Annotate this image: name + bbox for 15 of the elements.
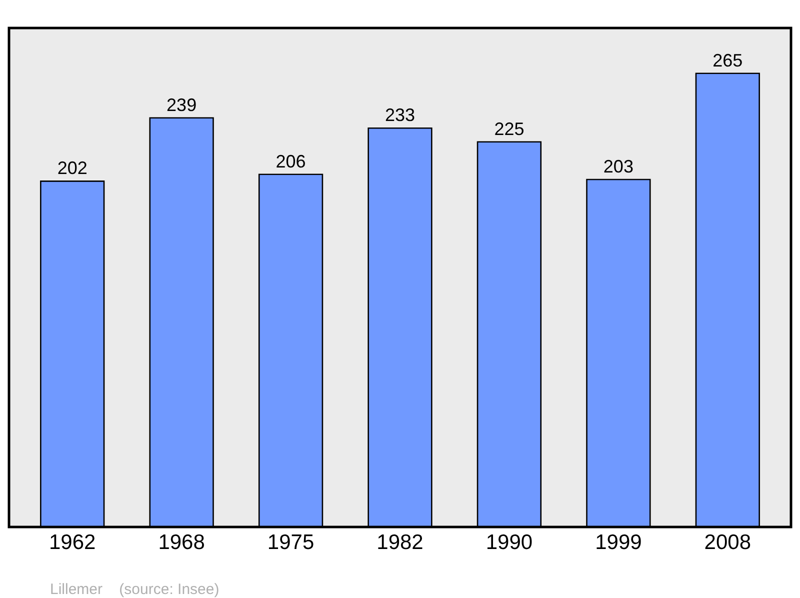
data-label: 233 (384, 105, 416, 126)
data-label: 225 (494, 118, 524, 139)
data-label: 239 (166, 94, 197, 115)
x-tick-label: 1968 (158, 531, 205, 554)
data-label: 265 (712, 50, 743, 70)
x-tick-label: 1982 (376, 531, 424, 554)
data-label: 206 (276, 151, 306, 172)
x-tick-label: 2008 (704, 531, 752, 554)
x-tick-label: 1999 (595, 531, 642, 554)
data-label: 202 (57, 158, 88, 178)
x-tick-label: 1990 (486, 531, 533, 554)
x-tick-label: 1962 (48, 531, 96, 554)
text: Lillemer (source: Insee) (50, 581, 220, 598)
x-tick-label: 1975 (267, 531, 314, 554)
data-label: 203 (603, 156, 634, 176)
